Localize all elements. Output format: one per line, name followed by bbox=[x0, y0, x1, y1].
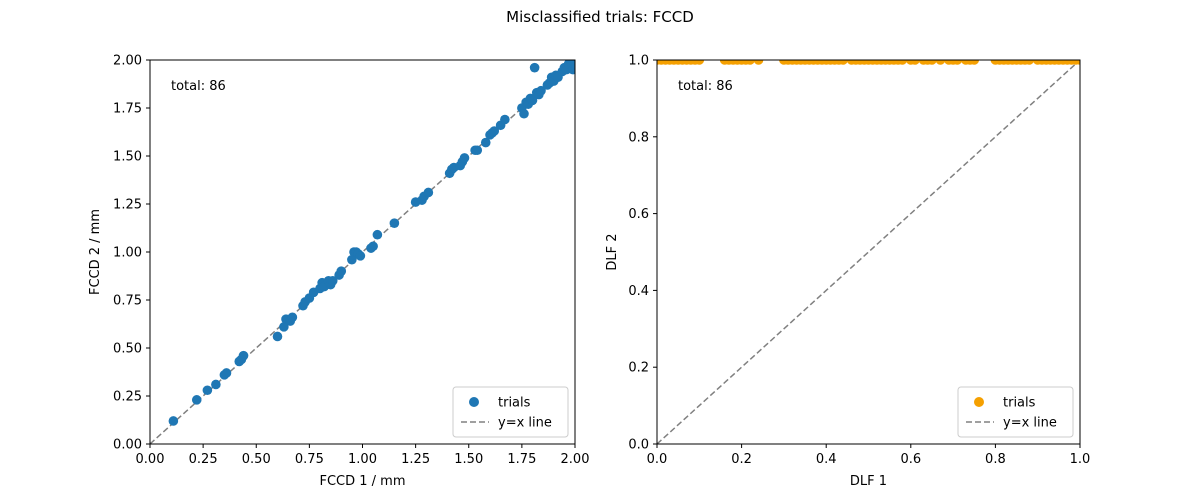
dlf-trial-point bbox=[910, 60, 920, 65]
fccd-trial-point bbox=[480, 137, 491, 148]
fccd-y-tick-label: 0.00 bbox=[113, 438, 142, 453]
fccd-y-tick-label: 0.75 bbox=[113, 294, 142, 309]
fccd-axes-frame bbox=[149, 59, 576, 445]
fccd-trial-point bbox=[472, 145, 483, 156]
fccd-trial-point bbox=[489, 126, 500, 136]
fccd-trial-point bbox=[279, 322, 289, 332]
dlf-trial-point bbox=[694, 60, 705, 65]
dlf-legend-trials-label: trials bbox=[1003, 396, 1036, 411]
dlf-legend-box bbox=[957, 386, 1074, 438]
dlf-trial-point bbox=[935, 60, 946, 65]
fccd-legend: trials y=x line bbox=[452, 386, 569, 438]
fccd-legend-trials-marker bbox=[469, 397, 479, 407]
fccd-legend-line-label: y=x line bbox=[498, 416, 552, 431]
dlf-y-tick-label: 1.0 bbox=[628, 54, 649, 69]
dlf-x-tick-label: 0.0 bbox=[647, 452, 668, 467]
fccd-trial-point bbox=[191, 395, 202, 405]
dlf-trial-point bbox=[897, 60, 908, 65]
fccd-points-layer bbox=[168, 60, 575, 426]
fccd-y-tick-label: 0.50 bbox=[113, 342, 142, 357]
fccd-trial-point bbox=[527, 95, 538, 106]
fccd-trial-point bbox=[327, 276, 338, 286]
fccd-x-tick-label: 1.50 bbox=[454, 452, 483, 467]
fccd-x-tick-label: 1.25 bbox=[401, 452, 430, 467]
fccd-trial-point bbox=[287, 312, 298, 323]
fccd-x-tick-label: 2.00 bbox=[561, 452, 590, 467]
fccd-trial-point bbox=[529, 62, 540, 73]
fccd-x-tick-label: 1.75 bbox=[507, 452, 536, 467]
fccd-trial-point bbox=[570, 60, 575, 69]
fccd-y-axis-label: FCCD 2 / mm bbox=[88, 209, 103, 295]
fccd-y-tick-label: 1.75 bbox=[113, 102, 142, 117]
dlf-tick-layer: 0.0 0.2 0.4 0.6 0.8 1.0 0.0 0.2 0.4 0.6 0.8 1.0 bbox=[628, 54, 1090, 468]
fccd-y-tick-label: 1.25 bbox=[113, 198, 142, 213]
fccd-trial-point bbox=[536, 85, 546, 96]
dlf-x-tick-label: 1.0 bbox=[1070, 452, 1091, 467]
fccd-trial-point bbox=[389, 218, 400, 228]
dlf-x-tick-label: 0.2 bbox=[731, 452, 752, 467]
dlf-y-tick-label: 0.8 bbox=[628, 130, 649, 145]
dlf-legend-line-label: y=x line bbox=[1003, 416, 1057, 431]
dlf-trial-point bbox=[927, 60, 937, 65]
dlf-legend: trials y=x line bbox=[957, 386, 1074, 438]
dlf-legend-trials-marker bbox=[974, 397, 984, 407]
dlf-trial-point bbox=[745, 60, 755, 65]
fccd-x-tick-label: 0.25 bbox=[189, 452, 218, 467]
dlf-x-tick-label: 0.8 bbox=[985, 452, 1006, 467]
dlf-trial-point bbox=[838, 60, 848, 65]
dlf-reference-line-layer bbox=[656, 59, 1081, 445]
fccd-trial-point bbox=[347, 254, 357, 265]
dlf-trial-point bbox=[753, 60, 764, 65]
fccd-total-annotation: total: 86 bbox=[171, 79, 226, 94]
dlf-reference-line bbox=[656, 59, 1081, 445]
dlf-x-tick-label: 0.4 bbox=[816, 452, 837, 467]
dlf-trial-point bbox=[1075, 60, 1080, 65]
dlf-y-tick-label: 0.6 bbox=[628, 207, 649, 222]
fccd-trial-point bbox=[221, 368, 232, 378]
dlf-y-tick-label: 0.0 bbox=[628, 438, 649, 453]
fccd-x-tick-label: 0.00 bbox=[136, 452, 165, 467]
fccd-scatter-panel: 0.00 0.25 0.50 0.75 1.00 1.25 1.50 1.75 2.00 0.00… bbox=[88, 54, 589, 490]
dlf-axes-frame bbox=[656, 59, 1081, 445]
dlf-trial-point bbox=[969, 60, 980, 65]
dlf-x-tick-label: 0.6 bbox=[900, 452, 921, 467]
dlf-y-axis-label: DLF 2 bbox=[605, 233, 620, 270]
figure-title: Misclassified trials: FCCD bbox=[506, 8, 694, 26]
fccd-trial-point bbox=[336, 266, 347, 277]
dlf-y-tick-label: 0.4 bbox=[628, 284, 649, 299]
fccd-trial-point bbox=[368, 241, 378, 252]
fccd-y-tick-label: 2.00 bbox=[113, 54, 142, 69]
fccd-y-tick-label: 1.50 bbox=[113, 150, 142, 165]
fccd-trial-point bbox=[211, 379, 221, 390]
fccd-trial-point bbox=[500, 114, 510, 125]
fccd-trial-point bbox=[423, 187, 434, 198]
fccd-tick-layer: 0.00 0.25 0.50 0.75 1.00 1.25 1.50 1.75 2.00 0.00… bbox=[113, 54, 589, 468]
fccd-trial-point bbox=[372, 229, 383, 240]
fccd-x-tick-label: 1.00 bbox=[348, 452, 377, 467]
dlf-y-tick-label: 0.2 bbox=[628, 361, 649, 376]
dlf-trial-point bbox=[1024, 60, 1035, 65]
fccd-y-tick-label: 1.00 bbox=[113, 246, 142, 261]
fccd-legend-trials-label: trials bbox=[498, 396, 531, 411]
dlf-points-layer bbox=[657, 60, 1080, 65]
fccd-y-tick-label: 0.25 bbox=[113, 390, 142, 405]
fccd-trial-point bbox=[168, 416, 179, 426]
fccd-trial-point bbox=[355, 251, 366, 261]
fccd-trial-point bbox=[202, 385, 213, 396]
dlf-trial-point bbox=[952, 60, 963, 65]
fccd-trial-point bbox=[238, 350, 249, 361]
fccd-x-tick-label: 0.75 bbox=[295, 452, 324, 467]
dlf-x-axis-label: DLF 1 bbox=[850, 474, 887, 489]
fccd-trial-point bbox=[272, 331, 283, 342]
fccd-x-axis-label: FCCD 1 / mm bbox=[319, 474, 405, 489]
fccd-legend-box bbox=[452, 386, 569, 438]
dlf-scatter-panel: 0.0 0.2 0.4 0.6 0.8 1.0 0.0 0.2 0.4 0.6 0.8 1.0 tot… bbox=[605, 54, 1090, 490]
dlf-total-annotation: total: 86 bbox=[678, 79, 733, 94]
fccd-trial-point bbox=[519, 108, 529, 119]
fccd-trial-point bbox=[459, 153, 470, 163]
fccd-x-tick-label: 0.50 bbox=[242, 452, 271, 467]
